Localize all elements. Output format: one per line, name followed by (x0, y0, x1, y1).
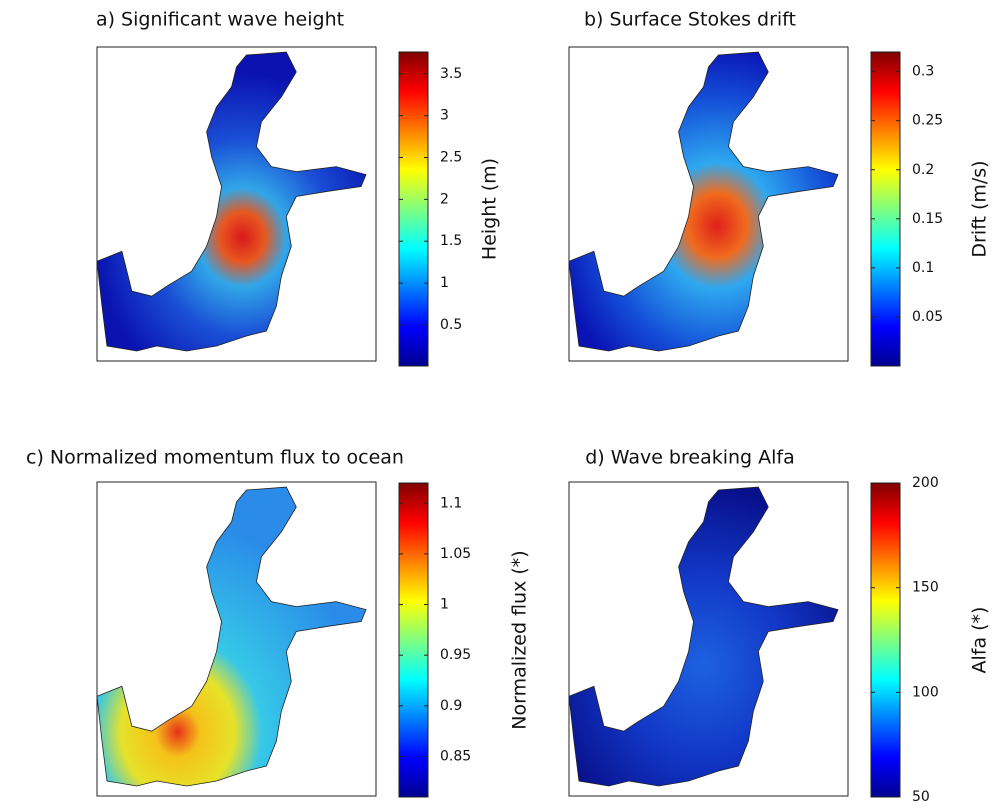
colorbar-tick-label: 0.05 (912, 309, 943, 325)
colorbar (870, 482, 901, 798)
colorbar-label: Height (m) (479, 158, 501, 260)
colorbar-tick-label: 0.5 (440, 317, 462, 333)
colorbar-tick-label: 0.2 (912, 162, 934, 178)
panel: b) Surface Stokes drift 0.05 0.1 0.15 0.2 0.2… (568, 9, 991, 367)
colorbar-tick-label: 2.5 (440, 150, 462, 166)
colorbar-label: Normalized flux (*) (509, 550, 531, 729)
colorbar-tick-label: 50 (912, 789, 930, 805)
colorbar-tick-label: 0.9 (440, 698, 462, 714)
panel: a) Significant wave height 0.5 1 1.5 2 2.5 3 3.… (96, 9, 501, 367)
colorbar (870, 51, 901, 367)
colorbar-tick-label: 0.25 (912, 113, 943, 129)
colorbar-tick-label: 1 (440, 275, 449, 291)
colorbar-tick-label: 0.85 (440, 748, 471, 764)
panel: c) Normalized momentum flux to ocean 0.85… (26, 447, 531, 798)
colorbar-tick-label: 0.3 (912, 64, 934, 80)
colorbar-tick-label: 3 (440, 108, 449, 124)
colorbar-tick-label: 1 (440, 597, 449, 613)
panel-title: d) Wave breaking Alfa (585, 447, 795, 469)
colorbar-tick-label: 0.1 (912, 260, 934, 276)
colorbar-tick-label: 2 (440, 191, 449, 207)
colorbar-tick-label: 0.95 (440, 647, 471, 663)
colorbar-tick-label: 1.1 (440, 495, 462, 511)
colorbar-tick-label: 100 (912, 684, 939, 700)
colorbar-tick-label: 1.05 (440, 546, 471, 562)
panel: d) Wave breaking Alfa 50 100 150 200 Alfa (*) (568, 447, 991, 805)
colorbar (398, 51, 429, 367)
panel-title: a) Significant wave height (96, 9, 344, 31)
colorbar-label: Drift (m/s) (969, 160, 991, 257)
colorbar-tick-label: 1.5 (440, 233, 462, 249)
colorbar-tick-label: 200 (912, 475, 939, 491)
colorbar-tick-label: 3.5 (440, 66, 462, 82)
panel-title: c) Normalized momentum flux to ocean (26, 447, 404, 469)
colorbar-tick-label: 150 (912, 580, 939, 596)
colorbar-label: Alfa (*) (969, 607, 991, 674)
colorbar-tick-label: 0.15 (912, 211, 943, 227)
colorbar (398, 482, 429, 798)
panel-title: b) Surface Stokes drift (584, 9, 796, 31)
